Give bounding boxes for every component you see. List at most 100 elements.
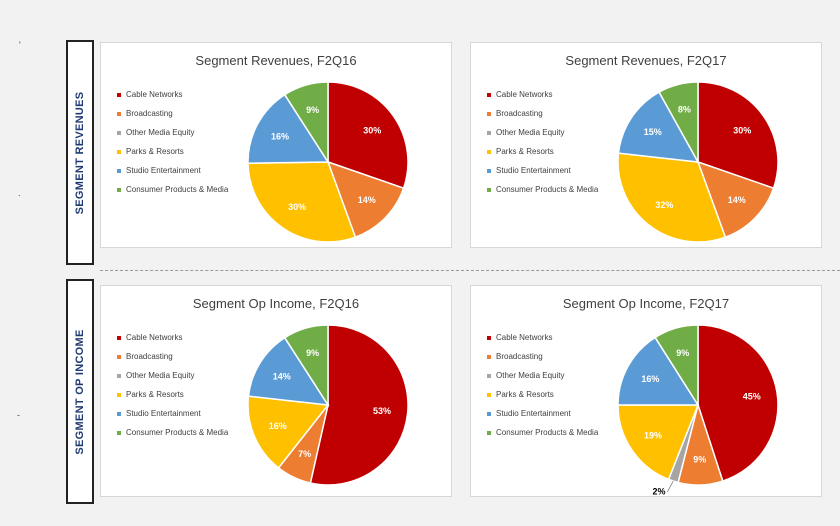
row-label-op-income: SEGMENT OP INCOME bbox=[66, 279, 94, 504]
pie-slice-studio-entertainment bbox=[247, 336, 330, 406]
legend-item: Broadcasting bbox=[117, 104, 228, 123]
legend: Cable Networks Broadcasting Other Media … bbox=[117, 85, 228, 199]
pie-slice-cable-networks bbox=[697, 81, 779, 190]
legend-item: Parks & Resorts bbox=[117, 385, 228, 404]
legend-swatch bbox=[117, 354, 121, 359]
legend: Cable Networks Broadcasting Other Media … bbox=[117, 328, 228, 442]
legend-item: Other Media Equity bbox=[117, 366, 228, 385]
legend-swatch bbox=[117, 373, 121, 378]
legend-swatch bbox=[117, 411, 121, 416]
data-label: 15% bbox=[644, 127, 662, 137]
legend-label: Broadcasting bbox=[496, 109, 543, 118]
legend-label: Other Media Equity bbox=[126, 371, 195, 380]
pie-slice-parks-resorts bbox=[617, 404, 700, 481]
legend-item: Broadcasting bbox=[487, 104, 598, 123]
legend-item: Parks & Resorts bbox=[487, 385, 598, 404]
legend-swatch bbox=[117, 92, 121, 97]
leader-line bbox=[667, 480, 674, 492]
legend-swatch bbox=[487, 130, 491, 135]
pie-slice-studio-entertainment bbox=[617, 91, 700, 163]
legend-item: Studio Entertainment bbox=[487, 161, 598, 180]
chart-title: Segment Op Income, F2Q16 bbox=[192, 296, 360, 311]
legend-item: Consumer Products & Media bbox=[117, 180, 228, 199]
pie-slice-broadcasting bbox=[326, 160, 405, 239]
legend-item: Parks & Resorts bbox=[487, 142, 598, 161]
legend-label: Parks & Resorts bbox=[126, 147, 184, 156]
pie-chart: 30% 14% 30% 16% 9% bbox=[247, 81, 409, 243]
legend-swatch bbox=[487, 111, 491, 116]
legend-label: Studio Entertainment bbox=[496, 166, 571, 175]
legend-item: Other Media Equity bbox=[487, 123, 598, 142]
legend: Cable Networks Broadcasting Other Media … bbox=[487, 85, 598, 199]
legend-item: Studio Entertainment bbox=[487, 404, 598, 423]
pie-slice-cable-networks bbox=[327, 81, 409, 190]
legend-swatch bbox=[487, 335, 491, 340]
pie-slice-consumer-products-media bbox=[658, 81, 699, 165]
chart-title: Segment Revenues, F2Q16 bbox=[195, 53, 357, 68]
legend-item: Consumer Products & Media bbox=[117, 423, 228, 442]
data-label: 7% bbox=[298, 449, 311, 459]
pie-slice-parks-resorts bbox=[247, 161, 357, 243]
chart-panel: Segment Revenues, F2Q16 Cable Networks B… bbox=[100, 42, 452, 248]
pie-slice-cable-networks bbox=[309, 324, 409, 486]
data-label: 30% bbox=[363, 125, 381, 135]
row-label-revenues: SEGMENT REVENUES bbox=[66, 40, 94, 265]
pie-slice-consumer-products-media bbox=[283, 81, 329, 165]
data-label: 8% bbox=[678, 104, 691, 114]
legend-label: Cable Networks bbox=[496, 333, 553, 342]
legend-item: Broadcasting bbox=[487, 347, 598, 366]
legend-item: Other Media Equity bbox=[117, 123, 228, 142]
legend-swatch bbox=[487, 92, 491, 97]
pie-slice-parks-resorts bbox=[247, 395, 330, 469]
data-label: 14% bbox=[358, 195, 376, 205]
legend-swatch bbox=[487, 354, 491, 359]
pie-slice-studio-entertainment bbox=[247, 93, 330, 165]
legend-label: Consumer Products & Media bbox=[496, 428, 599, 437]
pie-chart: 45% 9% 2% 19% 16% 9% bbox=[617, 324, 779, 497]
legend-item: Cable Networks bbox=[487, 85, 598, 104]
data-label: 16% bbox=[641, 374, 659, 384]
margin-mark: - bbox=[17, 410, 20, 420]
pie-slice-parks-resorts bbox=[617, 152, 727, 243]
pie-slice-consumer-products-media bbox=[283, 324, 329, 408]
margin-mark: ' bbox=[19, 40, 21, 50]
legend-label: Consumer Products & Media bbox=[126, 428, 229, 437]
legend-label: Consumer Products & Media bbox=[126, 185, 229, 194]
legend-label: Studio Entertainment bbox=[126, 409, 201, 418]
data-label: 45% bbox=[743, 391, 761, 401]
legend-swatch bbox=[117, 335, 121, 340]
legend-label: Broadcasting bbox=[126, 352, 173, 361]
data-label: 2% bbox=[652, 487, 665, 497]
data-label: 30% bbox=[288, 202, 306, 212]
pie-slice-consumer-products-media bbox=[654, 324, 699, 408]
legend-item: Parks & Resorts bbox=[117, 142, 228, 161]
legend-label: Parks & Resorts bbox=[496, 390, 554, 399]
legend-item: Broadcasting bbox=[117, 347, 228, 366]
pie-slice-cable-networks bbox=[697, 324, 779, 483]
data-label: 9% bbox=[306, 348, 319, 358]
chart-title: Segment Revenues, F2Q17 bbox=[565, 53, 727, 68]
chart-panel: Segment Op Income, F2Q16 Cable Networks … bbox=[100, 285, 452, 497]
margin-mark: . bbox=[18, 188, 21, 198]
legend-label: Parks & Resorts bbox=[126, 390, 184, 399]
chart-panel: Segment Op Income, F2Q17 Cable Networks … bbox=[470, 285, 822, 497]
legend-swatch bbox=[117, 187, 121, 192]
legend-label: Cable Networks bbox=[496, 90, 553, 99]
legend-label: Broadcasting bbox=[126, 109, 173, 118]
pie-slice-broadcasting bbox=[696, 160, 775, 239]
legend-item: Studio Entertainment bbox=[117, 404, 228, 423]
legend-label: Cable Networks bbox=[126, 333, 183, 342]
legend-label: Cable Networks bbox=[126, 90, 183, 99]
data-label: 30% bbox=[733, 125, 751, 135]
legend-item: Cable Networks bbox=[487, 328, 598, 347]
legend-swatch bbox=[487, 430, 491, 435]
data-label: 9% bbox=[693, 454, 706, 464]
pie-chart: 30% 14% 32% 15% 8% bbox=[617, 81, 779, 243]
data-label: 9% bbox=[676, 348, 689, 358]
data-label: 19% bbox=[644, 431, 662, 441]
legend-label: Consumer Products & Media bbox=[496, 185, 599, 194]
legend: Cable Networks Broadcasting Other Media … bbox=[487, 328, 598, 442]
data-label: 9% bbox=[306, 105, 319, 115]
legend-item: Consumer Products & Media bbox=[487, 180, 598, 199]
data-label: 53% bbox=[373, 406, 391, 416]
